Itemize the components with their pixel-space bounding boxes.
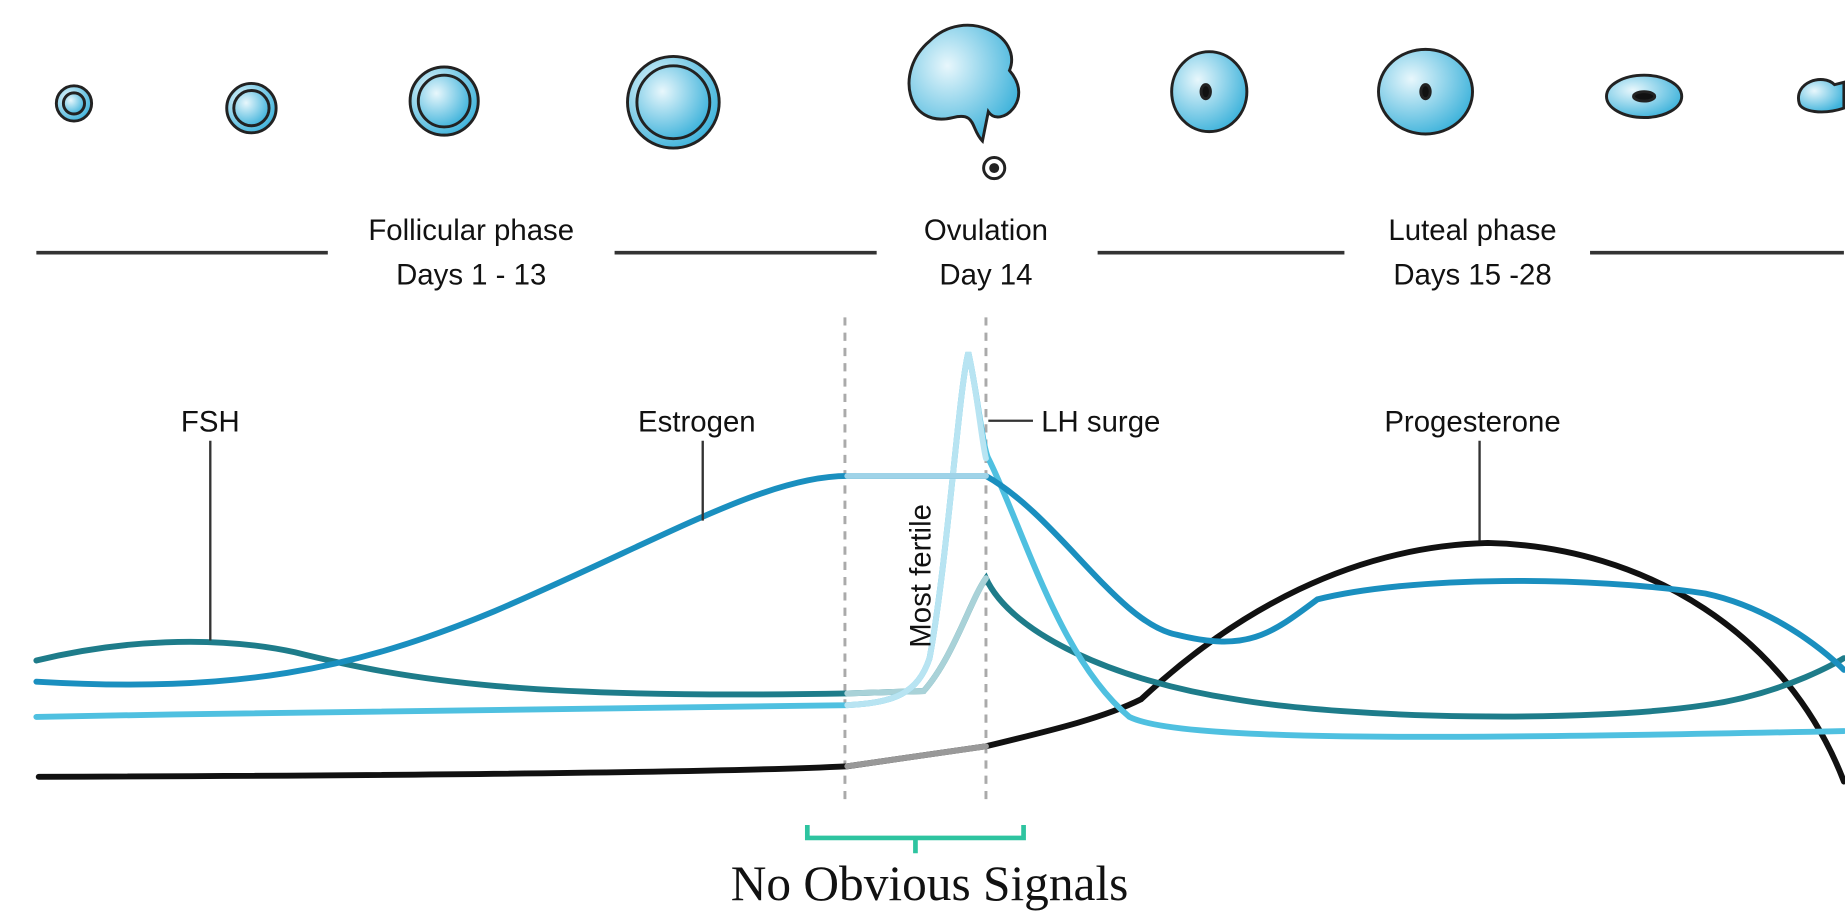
follicle-icons <box>56 25 1844 178</box>
hormone-label: FSH <box>181 405 240 438</box>
phase-days: Days 15 -28 <box>1393 258 1551 291</box>
diagram: Follicular phase Days 1 - 13 Ovulation D… <box>0 0 1845 912</box>
label-pointers <box>210 421 1479 641</box>
hormone-label: LH surge <box>1041 405 1160 438</box>
hormone-label: Estrogen <box>638 405 756 438</box>
lh-curve <box>36 353 1844 737</box>
phase-name: Follicular phase <box>368 214 574 247</box>
bracket <box>807 825 1023 853</box>
phase-name: Luteal phase <box>1388 214 1556 247</box>
hormone-label: Progesterone <box>1384 405 1560 438</box>
phase-days: Day 14 <box>939 258 1032 291</box>
progesterone-window <box>847 746 986 766</box>
phase-name: Ovulation <box>924 214 1048 247</box>
annotation: No Obvious Signals <box>731 856 1129 911</box>
phase-days: Days 1 - 13 <box>396 258 546 291</box>
page: {"phases":[{"name":"Follicular phase","d… <box>0 0 1845 912</box>
fertile-label: Most fertile <box>905 504 938 648</box>
